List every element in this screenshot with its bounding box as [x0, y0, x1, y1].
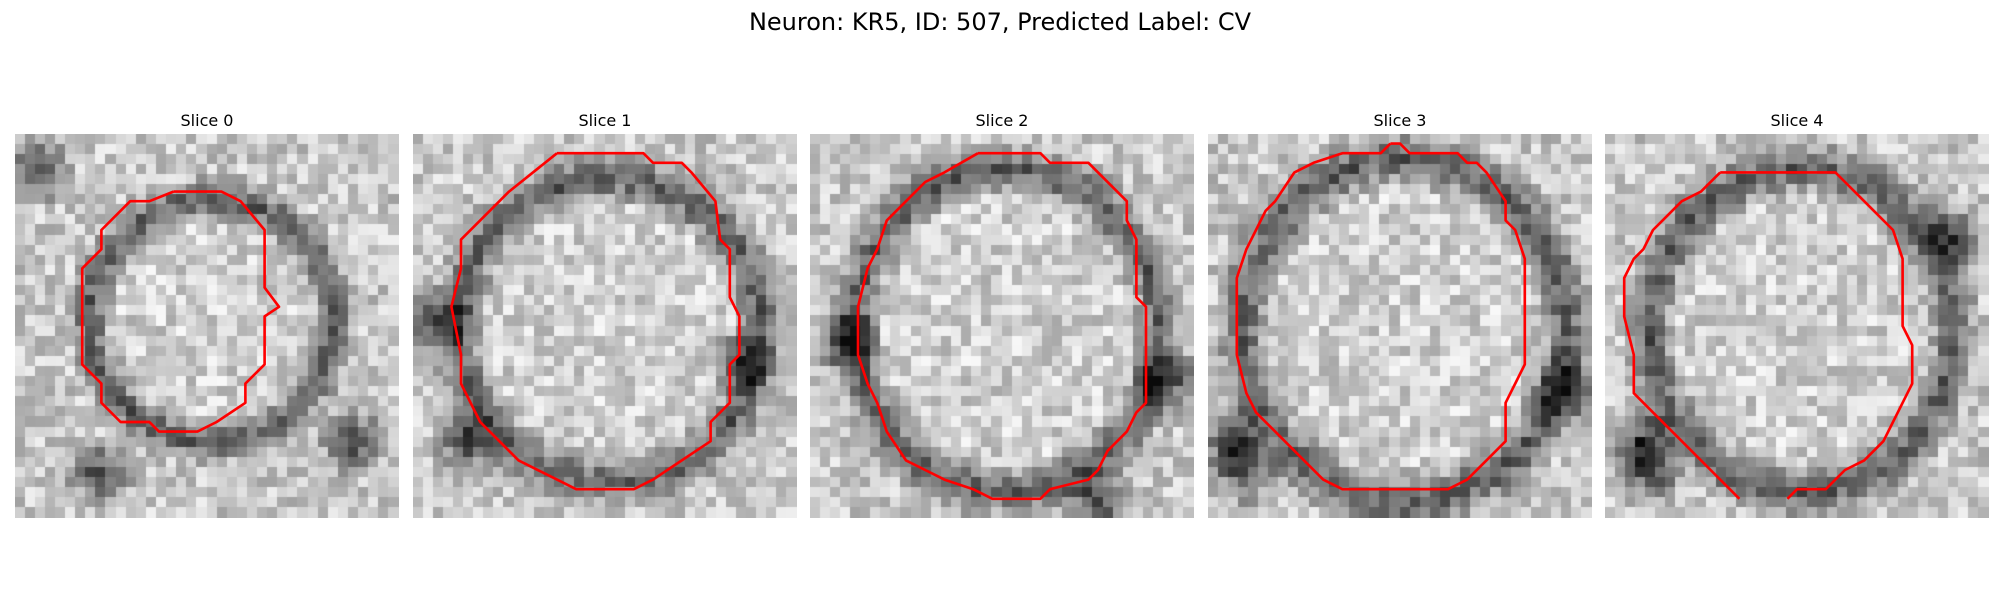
- grayscale-slice-image: [810, 134, 1194, 518]
- slice-title: Slice 1: [578, 111, 632, 130]
- slice-title: Slice 3: [1373, 111, 1427, 130]
- slice-panel-1: Slice 1: [413, 108, 797, 518]
- slice-title: Slice 0: [180, 111, 234, 130]
- segmentation-contour: [1622, 171, 1741, 500]
- contour-overlay: [856, 151, 1148, 501]
- contour-overlay: [1622, 171, 1914, 500]
- slice-panel-3: Slice 3: [1208, 108, 1592, 518]
- grayscale-slice-image: [15, 134, 399, 518]
- figure-title: Neuron: KR5, ID: 507, Predicted Label: C…: [748, 8, 1252, 36]
- slice-title: Slice 4: [1770, 111, 1824, 130]
- slice-panel-4: Slice 4: [1605, 108, 1989, 518]
- segmentation-contour: [1235, 142, 1527, 491]
- grayscale-slice-image: [1208, 134, 1592, 518]
- segmentation-contour: [450, 151, 741, 491]
- segmentation-contour: [1720, 171, 1914, 500]
- contour-overlay: [1235, 142, 1527, 491]
- segmentation-contour: [856, 151, 1148, 501]
- slice-panel-2: Slice 2: [810, 108, 1194, 518]
- slice-title: Slice 2: [975, 111, 1029, 130]
- contour-overlay: [80, 190, 281, 433]
- grayscale-slice-image: [413, 134, 797, 518]
- contour-overlay: [450, 151, 741, 491]
- slice-panel-0: Slice 0: [15, 108, 399, 518]
- segmentation-contour: [80, 190, 281, 433]
- grayscale-slice-image: [1605, 134, 1989, 518]
